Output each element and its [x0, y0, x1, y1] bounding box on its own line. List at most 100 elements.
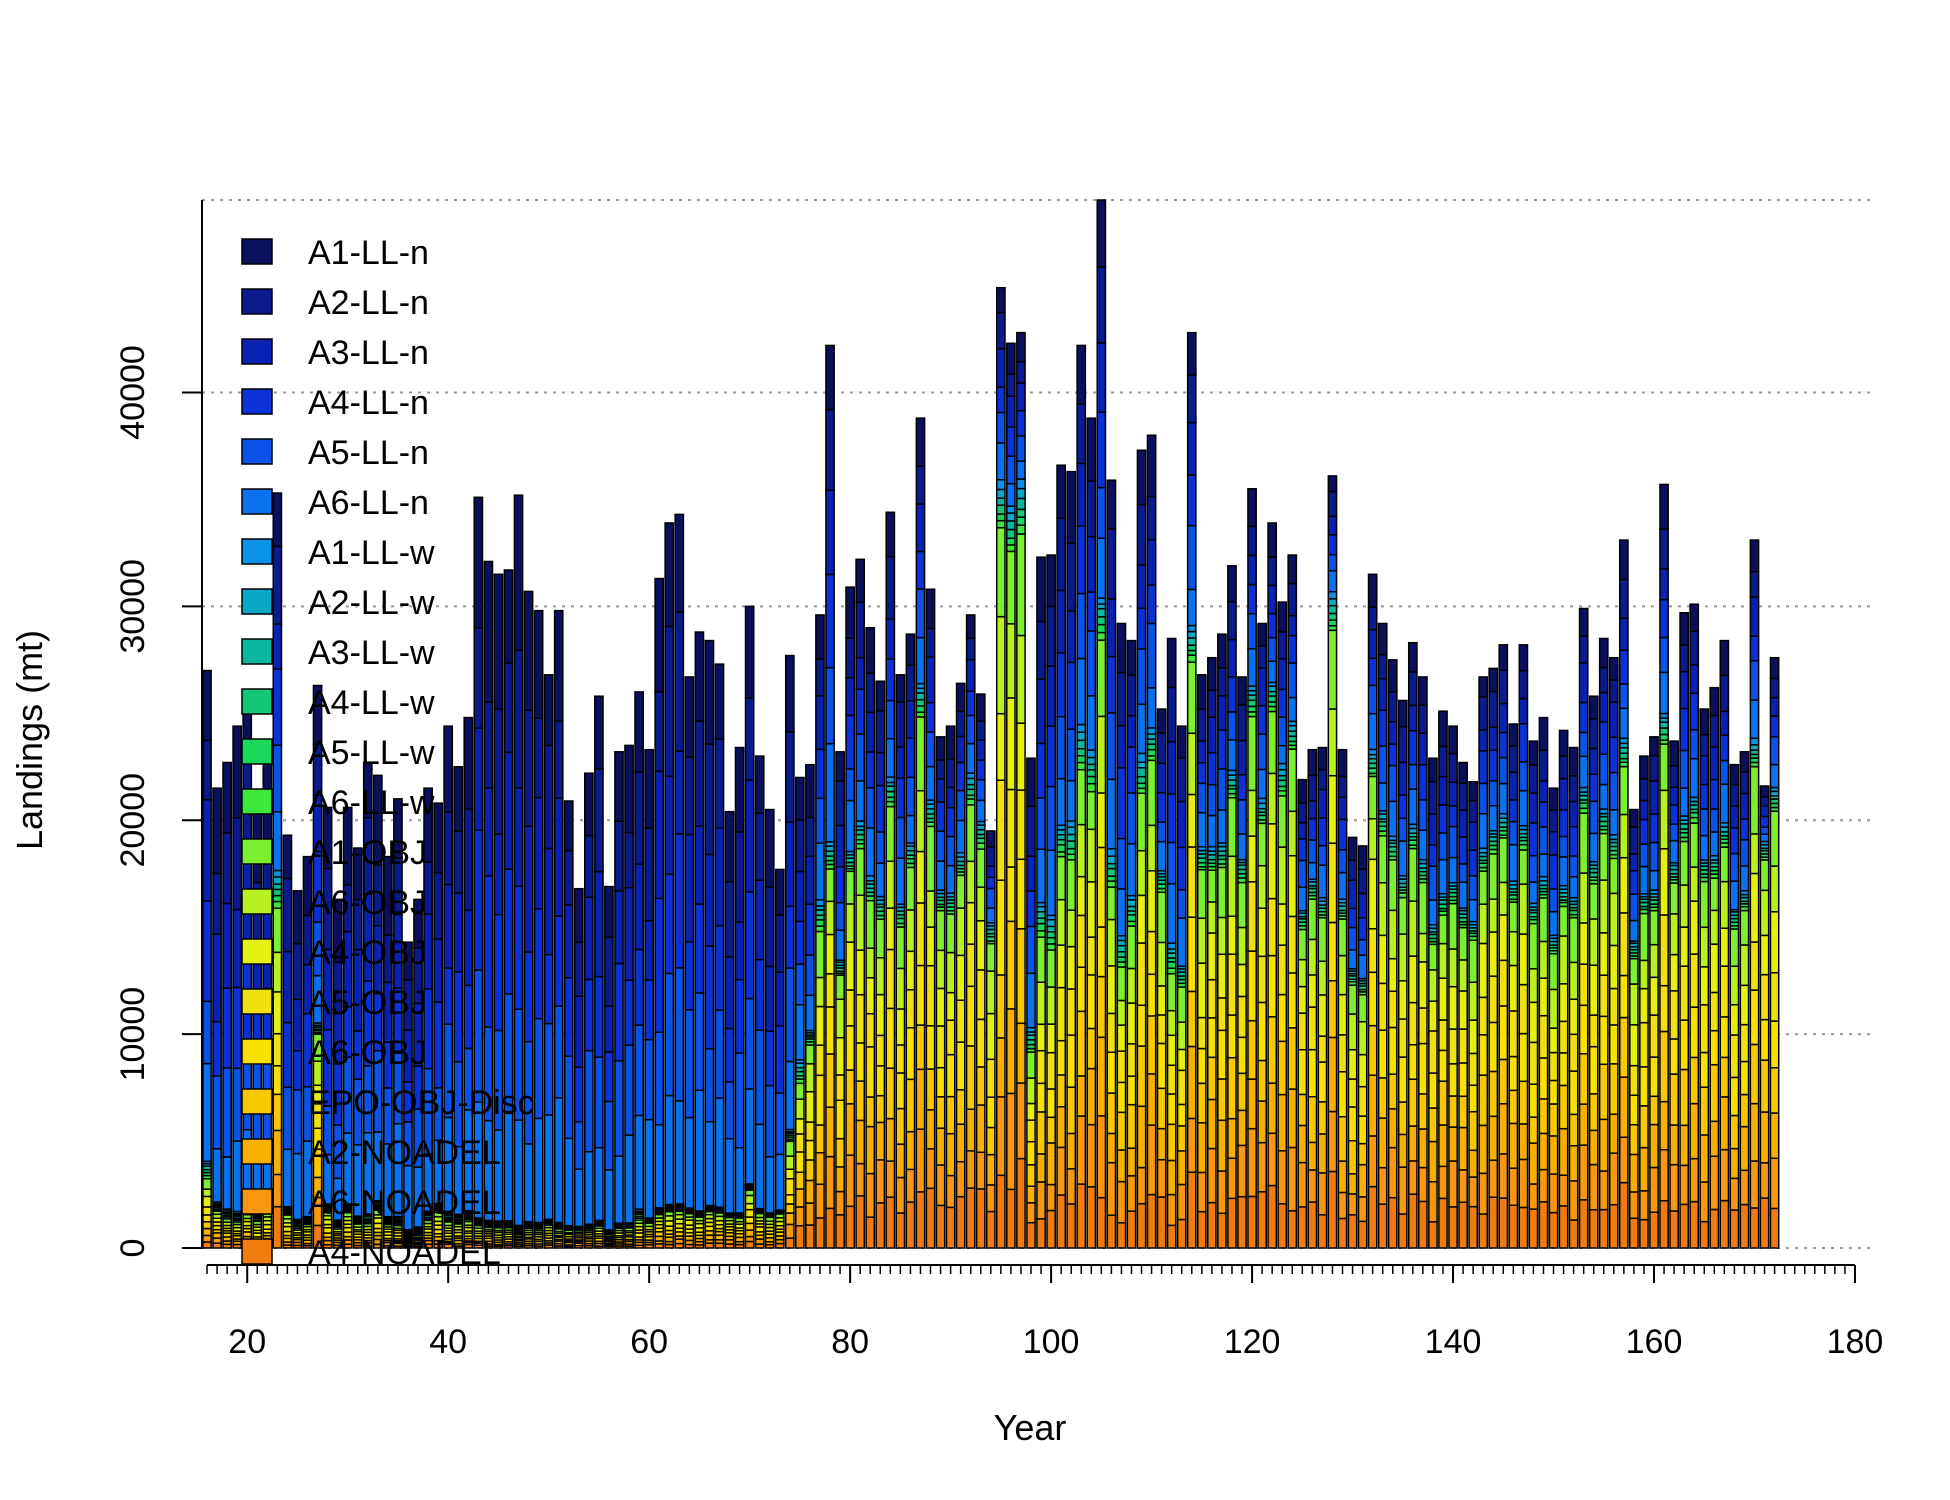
bar-segment [1468, 780, 1479, 802]
bar-segment [1036, 981, 1046, 1026]
bar-segment [1287, 662, 1298, 699]
bar-segment [1006, 866, 1016, 923]
bar-segment [1327, 515, 1338, 536]
bar-segment [825, 1006, 835, 1055]
bar-segment [1608, 1203, 1619, 1249]
bar-segment [1669, 786, 1679, 806]
bar-segment [1056, 1039, 1067, 1076]
bar-segment [905, 989, 916, 1029]
bar-segment [855, 949, 866, 996]
bar-segment [1066, 826, 1077, 836]
bar-segment [1538, 716, 1549, 752]
bar-segment [1488, 1159, 1499, 1199]
bar-segment [1759, 1059, 1770, 1113]
bar-segment [1016, 487, 1026, 500]
bar-segment [965, 742, 976, 774]
bar-segment [795, 1133, 805, 1153]
bar-segment [1297, 802, 1308, 824]
bar-segment [1377, 782, 1388, 812]
bar-stack [1026, 757, 1036, 1249]
bar-segment [754, 1123, 765, 1210]
bar-segment [1237, 739, 1247, 776]
bar-segment [1729, 805, 1740, 829]
bar-segment [1397, 1213, 1408, 1249]
bar-segment [1297, 928, 1308, 961]
bar-segment [1237, 926, 1247, 966]
bar-segment [724, 881, 735, 958]
bar-segment [1267, 1132, 1278, 1187]
bar-segment [955, 999, 966, 1043]
bar-segment [1046, 1088, 1056, 1119]
bar-segment [1448, 856, 1458, 884]
bar-segment [1558, 856, 1569, 887]
bar-segment [1297, 1206, 1308, 1249]
bar-segment [1046, 943, 1056, 951]
bar-segment [835, 780, 845, 827]
bar-segment [1498, 914, 1509, 962]
bar-segment [1377, 653, 1388, 680]
bar-segment [925, 765, 936, 801]
bar-stack [895, 674, 906, 1249]
bar-segment [1307, 839, 1318, 864]
bar-segment [1608, 701, 1619, 739]
bar-segment [232, 725, 243, 819]
bar-segment [1076, 344, 1087, 405]
bar-segment [1357, 1220, 1368, 1249]
bar-segment [1086, 535, 1097, 593]
bar-segment [1538, 780, 1549, 803]
bar-segment [835, 1137, 845, 1168]
bar-segment [1588, 718, 1599, 750]
bar-segment [664, 1220, 675, 1227]
bar-stack [483, 560, 494, 1249]
bar-segment [945, 913, 956, 954]
bar-stack [292, 890, 303, 1249]
bar-segment [1397, 1133, 1408, 1168]
bar-segment [1267, 1184, 1278, 1249]
bar-segment [1337, 993, 1348, 1036]
bar-segment [1186, 1171, 1197, 1249]
bar-segment [795, 1225, 805, 1249]
bar-segment [1277, 993, 1288, 1043]
bar-segment [895, 1176, 906, 1214]
legend-label: A6-NOADEL [308, 1184, 501, 1222]
bar-segment [1016, 331, 1026, 363]
bar-segment [1257, 667, 1267, 707]
bar-segment [1207, 1201, 1217, 1249]
bar-segment [1478, 1124, 1489, 1175]
bar-segment [1629, 919, 1639, 942]
bar-segment [744, 1208, 755, 1218]
bar-segment [1518, 1032, 1529, 1083]
x-tick-label: 40 [429, 1323, 467, 1361]
bar-segment [1337, 918, 1348, 957]
bar-segment [1699, 1181, 1710, 1223]
bar-segment [714, 663, 725, 740]
bar-segment [1066, 833, 1077, 842]
bar-segment [1196, 1171, 1207, 1213]
bar-segment [995, 615, 1006, 715]
bar-segment [1176, 725, 1187, 759]
bar-segment [1116, 837, 1127, 890]
bar-segment [985, 1058, 996, 1098]
bar-segment [945, 864, 956, 894]
bar-stack [312, 684, 323, 1249]
bar-segment [1056, 898, 1067, 946]
bar-segment [1006, 455, 1016, 485]
bar-segment [1136, 792, 1147, 852]
bar-segment [1448, 752, 1458, 784]
bar-segment [624, 1044, 634, 1136]
bar-segment [272, 1129, 283, 1176]
bar-segment [885, 805, 896, 863]
bar-segment [1126, 746, 1137, 794]
bar-segment [945, 806, 956, 838]
bar-segment [1397, 1166, 1408, 1215]
bar-segment [1407, 1078, 1418, 1127]
bar-segment [1076, 723, 1087, 734]
bar-segment [1297, 778, 1308, 804]
bar-segment [433, 871, 444, 940]
bar-stack [664, 522, 675, 1249]
bar-segment [1397, 840, 1408, 877]
bar-segment [805, 1044, 815, 1065]
bar-stack [714, 663, 725, 1249]
bar-segment [1659, 483, 1669, 530]
bar-segment [975, 759, 986, 781]
